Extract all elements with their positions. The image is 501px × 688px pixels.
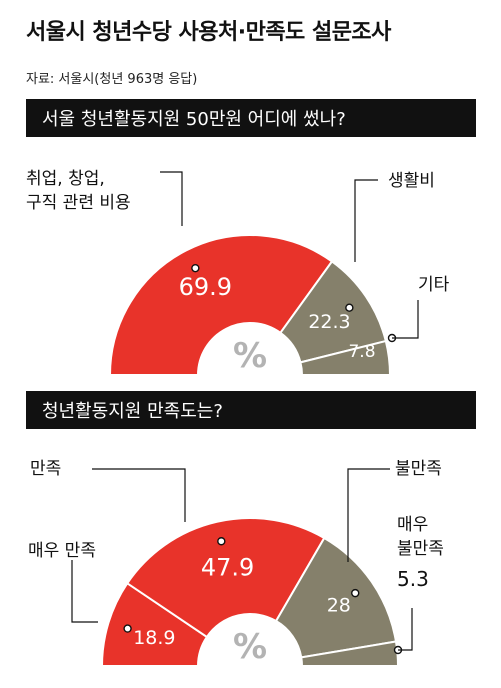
chart1-slice-1 <box>108 234 334 376</box>
chart1-callout-line-3 <box>392 300 419 339</box>
chart2-callout-line-3 <box>347 468 390 562</box>
source-note: 자료: 서울시(청년 963명 응답) <box>26 72 198 87</box>
chart2-slice-3 <box>274 536 398 659</box>
chart2-value-label-2: 47.9 <box>201 554 254 582</box>
chart2-value-label-1: 18.9 <box>133 627 175 649</box>
chart1-category-label-3: 기타 <box>418 275 450 295</box>
chart2-slice-2 <box>125 517 326 639</box>
chart2-value-label-3: 28 <box>327 595 351 617</box>
chart1-value-label-1: 69.9 <box>179 273 232 301</box>
chart1-center-label: % <box>233 336 267 376</box>
chart2-title: 청년활동지원 만족도는? <box>42 401 223 422</box>
chart2-center-label: % <box>233 627 267 667</box>
chart2-category-label-4: 매우 불만족 <box>397 515 444 559</box>
chart2-title-bar: 청년활동지원 만족도는? <box>26 391 476 429</box>
chart1-category-label-1: 취업, 창업, 구직 관련 비용 <box>26 169 131 213</box>
chart2-category-label-2: 만족 <box>30 459 61 479</box>
chart1-title: 서울 청년활동지원 50만원 어디에 썼나? <box>42 109 346 130</box>
chart2-category-label-3: 불만족 <box>395 459 442 479</box>
chart2-callout-dot-3 <box>351 588 360 598</box>
chart1-callout-dot-2 <box>345 303 354 312</box>
chart2-callout-line-2 <box>92 468 186 522</box>
chart1-callout-dot-1 <box>191 263 200 273</box>
chart1-value-label-3: 7.8 <box>348 342 375 362</box>
chart1-callout-line-2 <box>354 179 378 262</box>
chart2-callout-line-4 <box>398 608 413 651</box>
chart1-category-label-2: 생활비 <box>388 171 435 191</box>
chart2-category-label-1: 매우 만족 <box>28 541 96 561</box>
chart1-slice-3 <box>299 339 392 376</box>
chart1-callout-line-1 <box>160 171 183 226</box>
chart2-callout-dot-2 <box>217 537 226 546</box>
page-title: 서울시 청년수당 사용처·만족도 설문조사 <box>26 20 391 45</box>
chart2-value-label-4: 5.3 <box>397 567 429 591</box>
chart2-callout-line-1 <box>71 560 98 623</box>
chart1-title-bar: 서울 청년활동지원 50만원 어디에 썼나? <box>26 99 476 137</box>
chart2-callout-dot-1 <box>123 624 132 633</box>
chart1-value-label-2: 22.3 <box>308 311 350 333</box>
